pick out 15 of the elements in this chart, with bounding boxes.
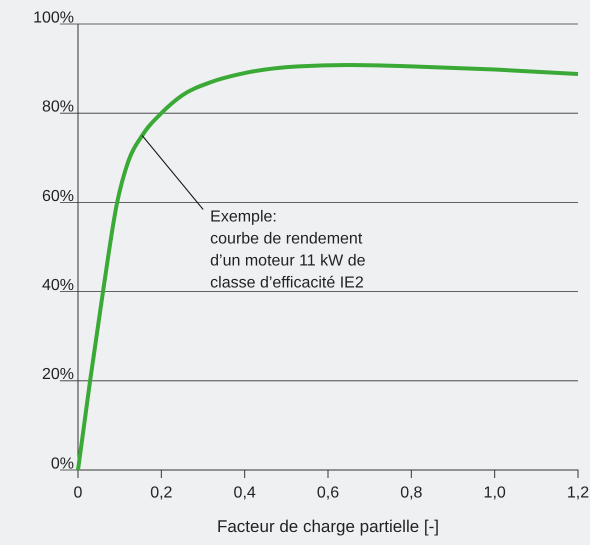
x-tick-label: 0,8 [400, 484, 423, 502]
x-tick-label: 1,2 [566, 484, 590, 502]
x-tick-label: 1,0 [484, 484, 506, 502]
x-axis-title: Facteur de charge partielle [-] [216, 517, 440, 536]
y-tick-label: 100% [33, 9, 74, 26]
y-tick-label: 60% [42, 188, 74, 205]
annotation: Exemple: courbe de rendement d’un moteur 11 kW de classe d’efficacité IE2 [210, 208, 366, 292]
y-tick-label: 0% [50, 455, 74, 472]
x-tick-label: 0,2 [150, 484, 173, 502]
x-tick-label: 0,6 [316, 484, 340, 502]
y-tick-label: 20% [42, 366, 74, 384]
x-tick-label: 0 [74, 484, 83, 502]
y-tick-label: 40% [42, 277, 74, 294]
y-tick-label: 80% [42, 98, 74, 116]
x-tick-label: 0,4 [234, 484, 256, 502]
